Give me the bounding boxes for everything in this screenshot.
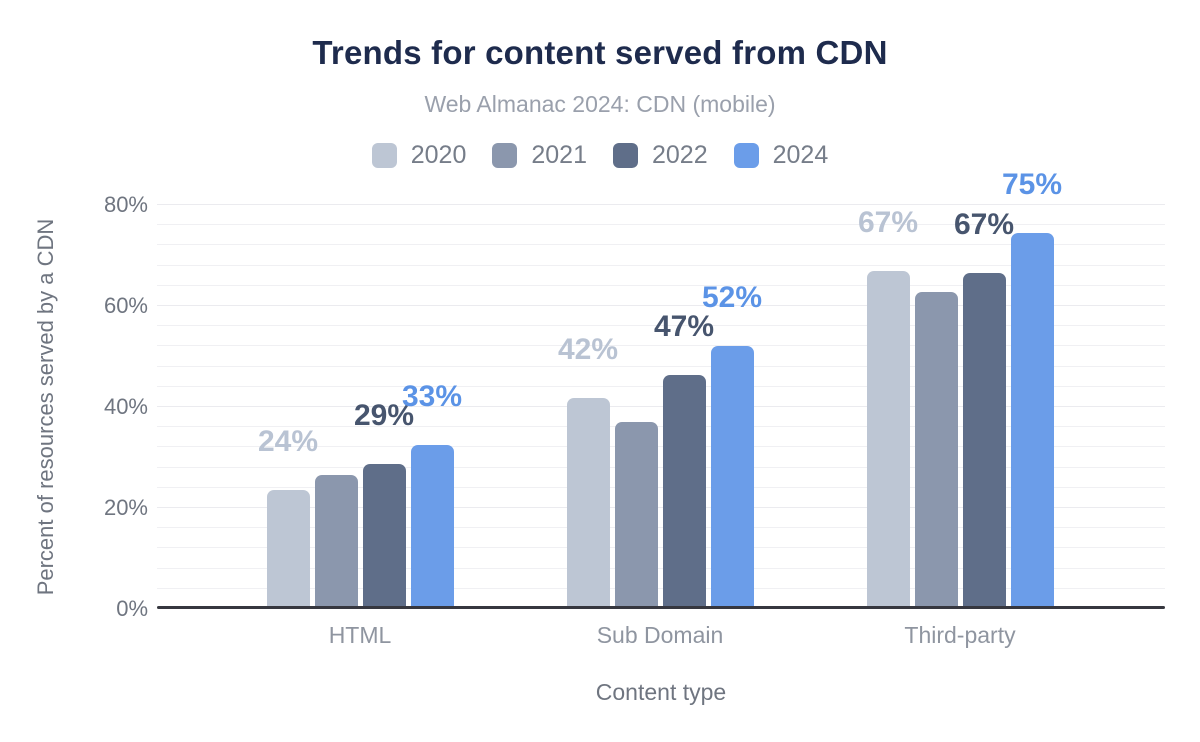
bar-2021-html — [314, 474, 358, 609]
gridline — [157, 224, 1165, 226]
bar-value-label: 47% — [653, 310, 715, 344]
legend-label: 2024 — [772, 141, 829, 169]
legend-item: 2022 — [613, 141, 708, 170]
gridline — [157, 345, 1165, 347]
x-axis-line — [157, 606, 1165, 609]
gridline — [157, 507, 1165, 508]
bar-value-label: 67% — [857, 205, 919, 239]
legend-swatch — [733, 143, 759, 168]
gridline — [157, 547, 1165, 549]
gridline — [157, 204, 1165, 205]
bar-2020-sub-domain — [566, 398, 610, 609]
legend-swatch — [613, 143, 638, 168]
legend-item: 2024 — [733, 141, 829, 170]
bar-2021-sub-domain — [614, 421, 658, 609]
legend-item: 2020 — [371, 141, 467, 170]
y-tick-label: 80% — [103, 192, 148, 217]
legend-item: 2021 — [492, 141, 587, 170]
bar-2024-third-party — [1010, 232, 1054, 609]
gridline — [157, 446, 1165, 448]
legend-label: 2022 — [652, 141, 708, 169]
y-tick-label: 40% — [103, 394, 148, 419]
bar-2022-sub-domain — [662, 375, 706, 609]
gridline — [157, 406, 1165, 407]
legend-label: 2021 — [531, 141, 587, 169]
bar-value-label: 33% — [401, 379, 463, 413]
bar-2020-third-party — [866, 270, 910, 609]
chart-title: Trends for content served from CDN — [312, 34, 888, 71]
bar-2021-third-party — [914, 291, 958, 609]
bar-value-label: 52% — [701, 281, 763, 315]
gridline — [157, 567, 1165, 569]
y-tick-label: 60% — [103, 293, 148, 318]
bar-2022-third-party — [962, 273, 1006, 609]
y-tick-label: 20% — [103, 495, 148, 520]
gridline — [157, 325, 1165, 327]
legend-label: 2020 — [410, 141, 467, 169]
gridline — [157, 365, 1165, 367]
x-tick-label: HTML — [328, 622, 392, 648]
gridline — [157, 587, 1165, 589]
bar-value-label: 67% — [953, 208, 1015, 242]
gridline — [157, 466, 1165, 468]
y-tick-label: 0% — [116, 596, 148, 621]
x-tick-label: Third-party — [904, 622, 1016, 648]
gridline — [157, 527, 1165, 529]
gridline — [157, 264, 1165, 266]
gridline — [157, 385, 1165, 387]
chart-subtitle: Web Almanac 2024: CDN (mobile) — [424, 91, 776, 117]
bar-2024-html — [410, 444, 454, 609]
bar-value-label: 42% — [557, 333, 619, 367]
gridline — [157, 284, 1165, 286]
bar-value-label: 24% — [257, 425, 319, 459]
legend-swatch — [492, 143, 518, 168]
plot-area: 24% 29% 33% 42% 47% 52% 67% 67% 75% — [157, 169, 1165, 609]
gridline — [157, 244, 1165, 246]
bar-value-label: 29% — [353, 399, 415, 433]
legend: 2020 2021 2022 2024 — [0, 141, 1200, 170]
x-tick-label: Sub Domain — [596, 622, 724, 648]
bar-2024-sub-domain — [710, 346, 754, 609]
x-axis-title: Content type — [595, 679, 727, 705]
bar-2020-html — [266, 490, 310, 609]
gridline — [157, 486, 1165, 488]
bar-2022-html — [362, 464, 406, 609]
bar-value-label: 75% — [1001, 167, 1063, 201]
gridline — [157, 426, 1165, 428]
legend-swatch — [371, 143, 397, 168]
gridline — [157, 305, 1165, 306]
